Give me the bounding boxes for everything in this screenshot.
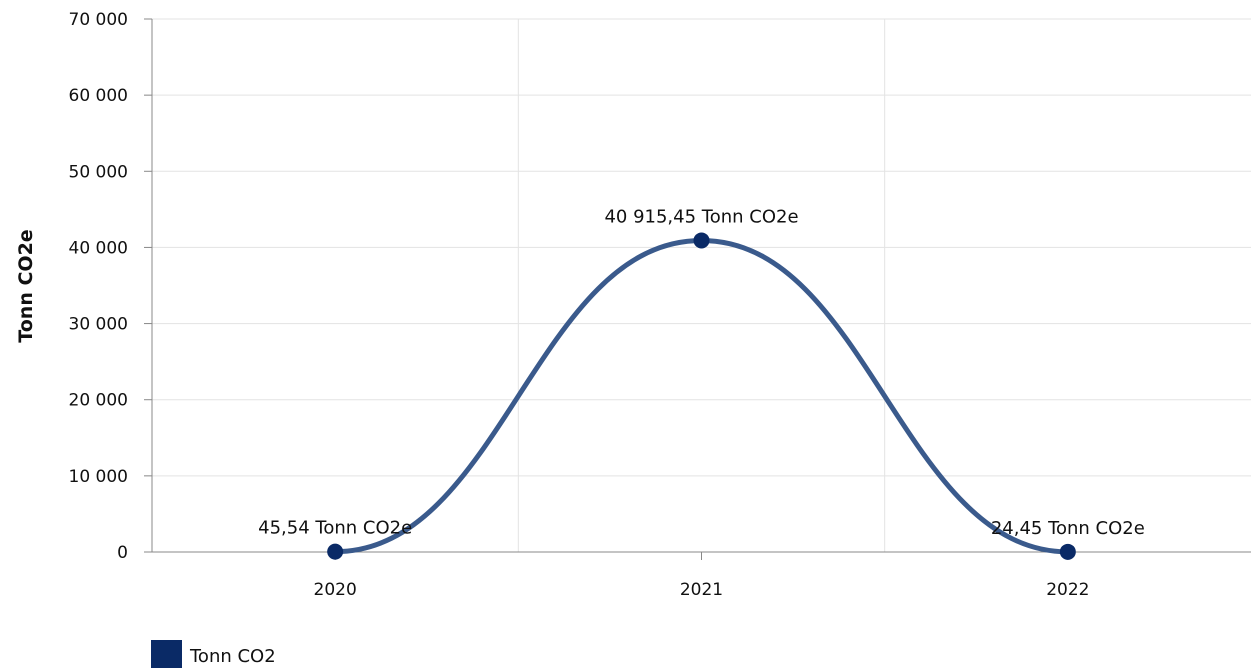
y-tick-label: 70 000 bbox=[69, 10, 128, 30]
x-tick-label: 2020 bbox=[314, 580, 357, 600]
y-tick-label: 50 000 bbox=[69, 162, 128, 182]
data-labels: 45,54 Tonn CO2e 40 915,45 Tonn CO2e 24,45 … bbox=[258, 206, 1145, 538]
y-tick-label: 60 000 bbox=[69, 86, 128, 106]
y-tick-label: 10 000 bbox=[69, 467, 128, 487]
data-point[interactable] bbox=[693, 232, 710, 249]
y-tick-label: 20 000 bbox=[69, 391, 128, 411]
legend-label-tonn-co2: Tonn CO2 bbox=[189, 646, 276, 667]
data-point[interactable] bbox=[1059, 543, 1076, 560]
legend-swatch bbox=[151, 640, 182, 668]
x-tick-label: 2021 bbox=[680, 580, 723, 600]
x-tick-label: 2022 bbox=[1046, 580, 1089, 600]
series bbox=[327, 232, 1076, 560]
data-label: 40 915,45 Tonn CO2e bbox=[604, 206, 798, 227]
axes bbox=[144, 18, 1251, 560]
y-tick-label: 40 000 bbox=[69, 238, 128, 258]
data-label: 45,54 Tonn CO2e bbox=[258, 518, 412, 539]
data-point[interactable] bbox=[327, 543, 344, 560]
data-label: 24,45 Tonn CO2e bbox=[991, 518, 1145, 539]
tick-labels: 0 10 000 20 000 30 000 40 000 50 000 60 000 70 … bbox=[69, 10, 1090, 600]
series-line bbox=[332, 237, 1071, 555]
legend[interactable]: Tonn CO2 bbox=[151, 640, 276, 668]
y-axis-title: Tonn CO2e bbox=[15, 229, 37, 342]
grid-lines bbox=[152, 18, 1251, 552]
y-tick-label: 30 000 bbox=[69, 315, 128, 335]
y-tick-label: 0 bbox=[117, 543, 128, 563]
